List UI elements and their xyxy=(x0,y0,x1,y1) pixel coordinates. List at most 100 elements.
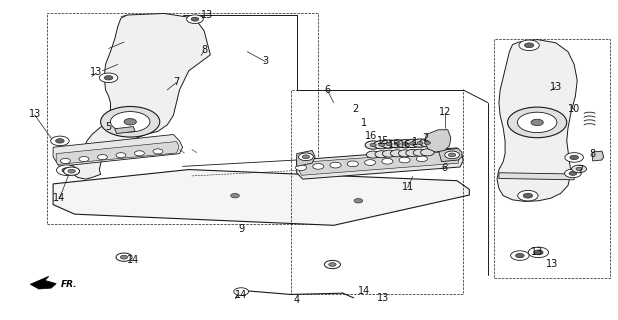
Circle shape xyxy=(101,107,160,137)
Circle shape xyxy=(365,160,376,165)
Circle shape xyxy=(187,15,203,23)
Circle shape xyxy=(295,165,307,171)
Text: 13: 13 xyxy=(90,68,103,77)
Bar xyxy=(290,90,463,294)
Text: 7: 7 xyxy=(173,77,180,87)
Circle shape xyxy=(121,255,128,259)
Circle shape xyxy=(519,40,540,51)
Polygon shape xyxy=(499,173,574,180)
Circle shape xyxy=(399,157,410,163)
Circle shape xyxy=(347,161,358,167)
Circle shape xyxy=(234,288,248,295)
Text: 13: 13 xyxy=(28,109,41,119)
Text: 11: 11 xyxy=(402,182,414,192)
Polygon shape xyxy=(30,276,56,289)
Circle shape xyxy=(56,165,77,175)
Circle shape xyxy=(366,151,380,158)
Circle shape xyxy=(381,140,397,148)
Text: 4: 4 xyxy=(294,295,300,305)
Polygon shape xyxy=(425,130,451,152)
Circle shape xyxy=(135,151,145,156)
Circle shape xyxy=(445,151,459,159)
Circle shape xyxy=(383,150,396,157)
Text: 2: 2 xyxy=(352,104,358,114)
Polygon shape xyxy=(53,170,469,225)
Circle shape xyxy=(302,155,310,159)
Circle shape xyxy=(399,150,412,157)
Circle shape xyxy=(99,73,118,83)
Text: 9: 9 xyxy=(238,223,244,234)
Circle shape xyxy=(528,247,549,258)
Text: 15: 15 xyxy=(377,136,389,146)
Circle shape xyxy=(386,142,392,146)
Circle shape xyxy=(410,142,416,145)
Text: 13: 13 xyxy=(546,259,559,268)
Circle shape xyxy=(420,139,436,147)
Text: 16: 16 xyxy=(399,140,412,150)
Circle shape xyxy=(104,76,113,80)
Circle shape xyxy=(389,140,405,148)
Text: 14: 14 xyxy=(235,291,247,300)
Text: 5: 5 xyxy=(106,122,112,132)
Circle shape xyxy=(412,139,428,147)
Text: FR.: FR. xyxy=(61,280,78,289)
Text: 14: 14 xyxy=(127,255,140,265)
Circle shape xyxy=(517,112,557,132)
Circle shape xyxy=(354,198,363,203)
Text: 6: 6 xyxy=(442,163,447,173)
Circle shape xyxy=(448,153,455,157)
Bar xyxy=(47,13,318,224)
Circle shape xyxy=(61,158,70,164)
Circle shape xyxy=(51,136,69,146)
Circle shape xyxy=(231,194,239,198)
Circle shape xyxy=(298,153,313,161)
Circle shape xyxy=(397,140,413,148)
Polygon shape xyxy=(53,134,182,166)
Text: 6: 6 xyxy=(324,85,331,95)
Text: 10: 10 xyxy=(568,104,580,114)
Circle shape xyxy=(64,167,80,175)
Circle shape xyxy=(124,119,137,125)
Circle shape xyxy=(329,263,336,267)
Circle shape xyxy=(375,151,389,158)
Circle shape xyxy=(421,149,434,156)
Text: 13: 13 xyxy=(201,10,213,20)
Circle shape xyxy=(313,164,324,169)
Circle shape xyxy=(111,112,150,132)
Circle shape xyxy=(56,139,64,143)
Text: 12: 12 xyxy=(438,107,451,117)
Text: 13: 13 xyxy=(531,247,543,257)
Text: 1: 1 xyxy=(412,138,418,148)
Circle shape xyxy=(525,43,534,48)
Circle shape xyxy=(382,158,393,164)
Circle shape xyxy=(79,156,89,162)
Circle shape xyxy=(518,190,538,201)
Circle shape xyxy=(523,193,533,198)
Text: 2: 2 xyxy=(422,133,428,143)
Text: 16: 16 xyxy=(365,131,377,141)
Polygon shape xyxy=(439,148,462,162)
Circle shape xyxy=(68,169,75,173)
Text: 8: 8 xyxy=(590,148,596,159)
Bar xyxy=(494,39,610,278)
Text: 1: 1 xyxy=(362,118,368,128)
Circle shape xyxy=(413,149,427,156)
Polygon shape xyxy=(298,151,459,175)
Circle shape xyxy=(507,107,567,138)
Polygon shape xyxy=(593,151,604,161)
Circle shape xyxy=(406,149,420,156)
Circle shape xyxy=(330,162,341,168)
Circle shape xyxy=(379,143,385,146)
Text: 15: 15 xyxy=(388,140,400,150)
Circle shape xyxy=(98,155,108,160)
Circle shape xyxy=(116,253,132,261)
Circle shape xyxy=(510,251,529,260)
Circle shape xyxy=(531,119,543,125)
Circle shape xyxy=(576,167,582,171)
Text: 13: 13 xyxy=(377,293,389,303)
Circle shape xyxy=(570,155,578,160)
Circle shape xyxy=(394,142,400,145)
Text: 7: 7 xyxy=(577,164,583,174)
Circle shape xyxy=(391,150,404,157)
Text: 14: 14 xyxy=(53,193,66,203)
